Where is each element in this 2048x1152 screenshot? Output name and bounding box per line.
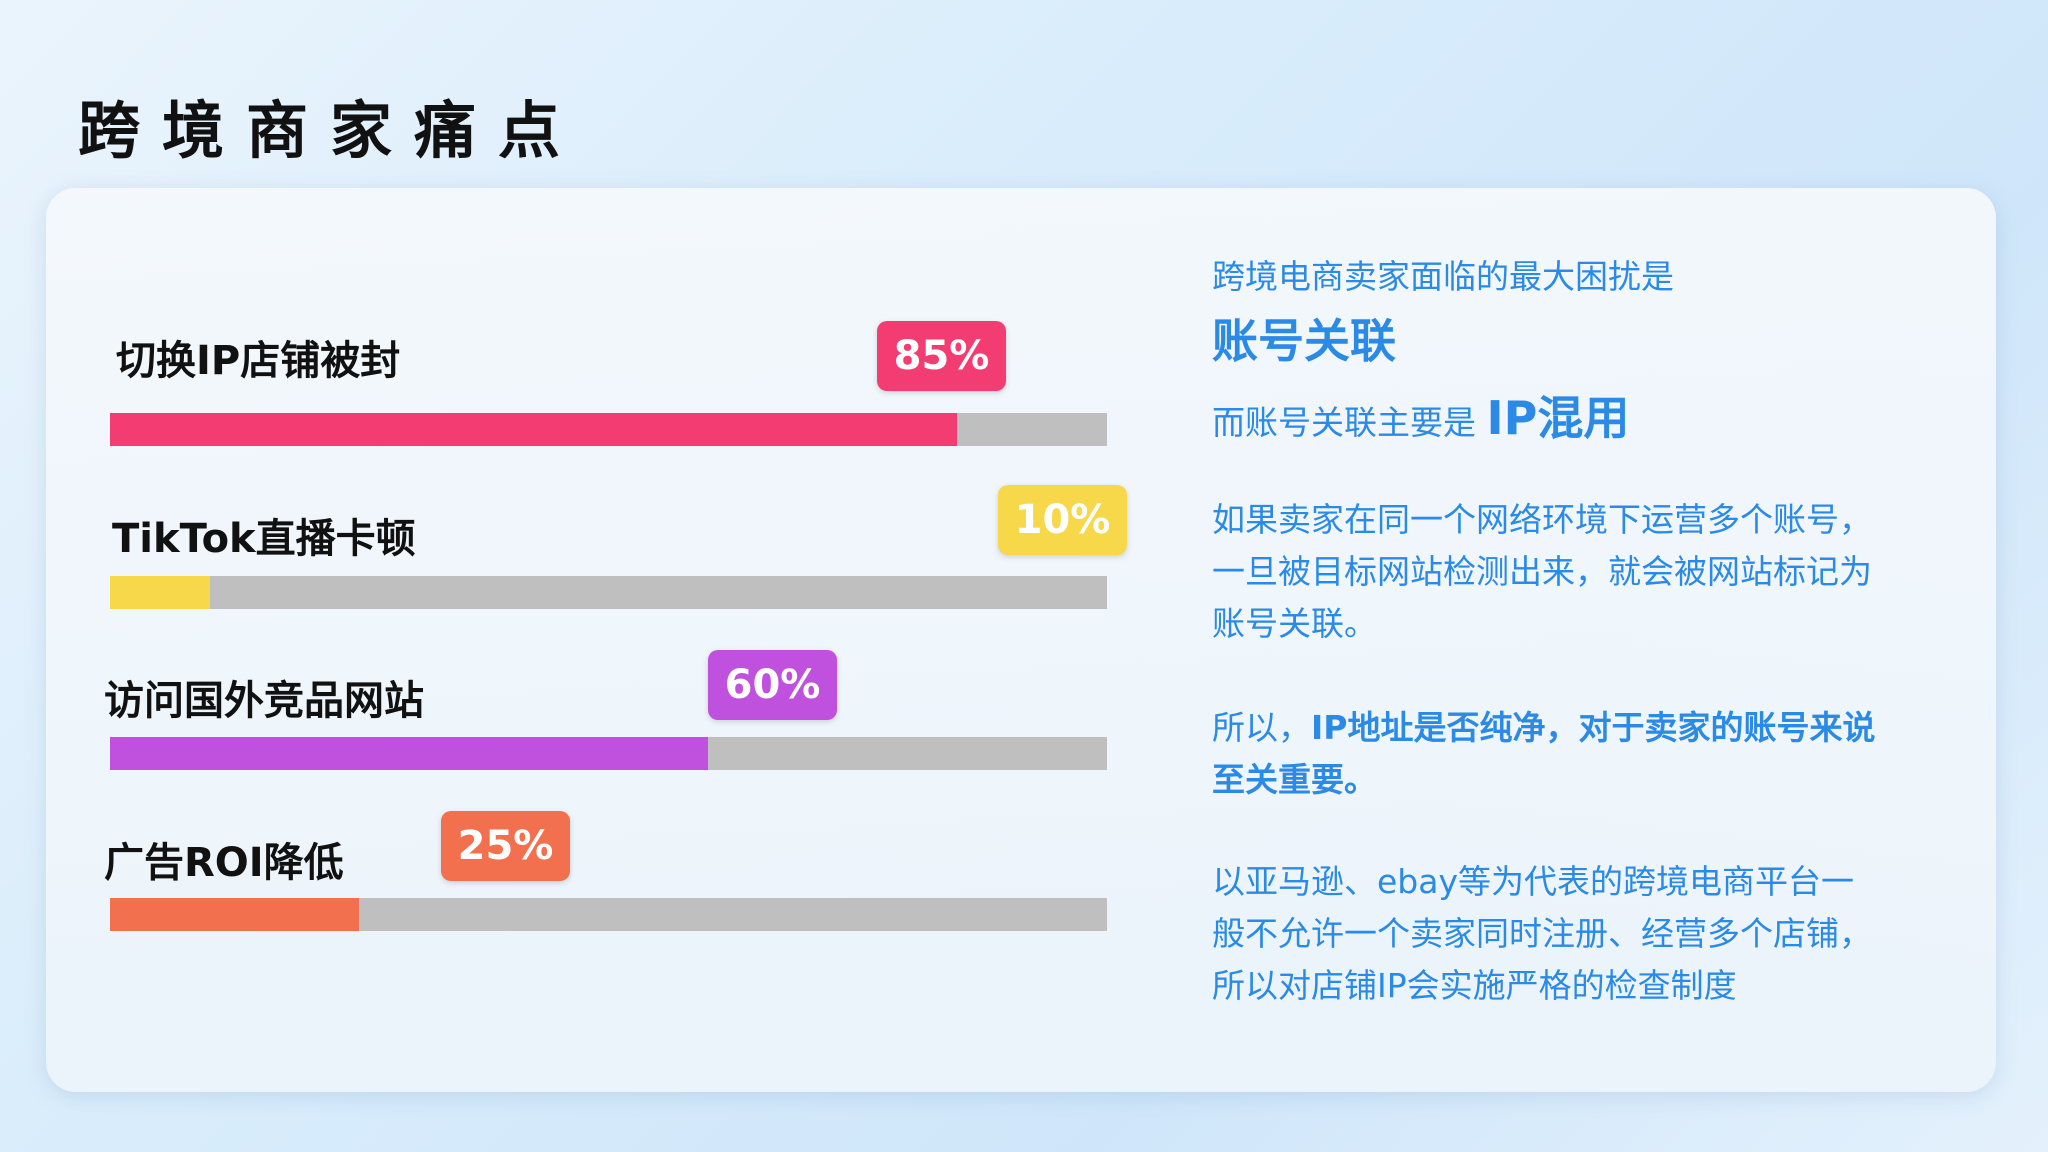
progress-fill	[110, 898, 360, 931]
content-card	[46, 188, 1996, 1092]
paragraph-line: 所以对店铺IP会实施严格的检查制度	[1212, 966, 1737, 1005]
paragraph-line: 账号关联。	[1212, 604, 1377, 643]
paragraph-2-bold-end: 至关重要。	[1212, 760, 1377, 799]
ip-mixing-highlight: IP混用	[1486, 391, 1630, 445]
progress-fill	[110, 737, 709, 770]
paragraph-2-prefix: 所以，	[1212, 708, 1311, 747]
intro-text: 跨境电商卖家面临的最大困扰是	[1212, 257, 1674, 296]
paragraph-2-bold: IP地址是否纯净，对于卖家的账号来说	[1311, 708, 1876, 747]
progress-bar	[110, 898, 1107, 931]
percent-badge: 10%	[998, 485, 1127, 555]
paragraph-3: 以亚马逊、ebay等为代表的跨境电商平台一 般不允许一个卖家同时注册、经营多个店…	[1212, 856, 1872, 1012]
paragraph-2: 所以，IP地址是否纯净，对于卖家的账号来说 至关重要。	[1212, 702, 1875, 806]
paragraph-line: 如果卖家在同一个网络环境下运营多个账号，	[1212, 500, 1872, 539]
progress-bar	[110, 576, 1107, 609]
progress-fill	[110, 413, 958, 446]
highlight-account-association: 账号关联	[1212, 314, 1396, 368]
paragraph-line: 般不允许一个卖家同时注册、经营多个店铺，	[1212, 914, 1872, 953]
item-label: TikTok直播卡顿	[112, 516, 416, 562]
item-label: 广告ROI降低	[104, 840, 344, 886]
percent-badge: 25%	[441, 811, 570, 881]
progress-bar	[110, 737, 1107, 770]
progress-fill	[110, 576, 210, 609]
paragraph-line: 一旦被目标网站检测出来，就会被网站标记为	[1212, 552, 1872, 591]
progress-bar	[110, 413, 1107, 446]
paragraph-line: 以亚马逊、ebay等为代表的跨境电商平台一	[1212, 862, 1855, 901]
percent-badge: 85%	[877, 321, 1006, 391]
percent-badge: 60%	[708, 650, 837, 720]
ip-mixing-prefix: 而账号关联主要是	[1212, 403, 1487, 442]
item-label: 访问国外竞品网站	[104, 678, 424, 724]
item-label: 切换IP店铺被封	[116, 338, 401, 384]
ip-mixing-line: 而账号关联主要是 IP混用	[1212, 392, 1629, 449]
page-title: 跨境商家痛点	[78, 94, 583, 167]
paragraph-1: 如果卖家在同一个网络环境下运营多个账号， 一旦被目标网站检测出来，就会被网站标记…	[1212, 494, 1872, 650]
